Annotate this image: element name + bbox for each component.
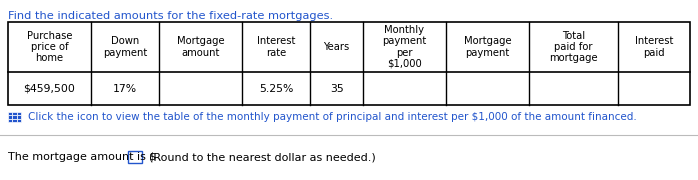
Bar	[13, 119, 17, 122]
Text: Total
paid for
mortgage: Total paid for mortgage	[549, 31, 597, 63]
Text: Find the indicated amounts for the fixed-rate mortgages.: Find the indicated amounts for the fixed…	[8, 11, 333, 21]
Bar	[13, 112, 17, 115]
Text: Purchase
price of
home: Purchase price of home	[27, 31, 72, 63]
Text: Mortgage
amount: Mortgage amount	[177, 36, 224, 58]
Bar	[8, 119, 13, 122]
Text: 5.25%: 5.25%	[259, 84, 293, 93]
Bar	[17, 115, 21, 119]
Text: 17%: 17%	[113, 84, 137, 93]
Text: 35: 35	[329, 84, 343, 93]
Text: Interest
paid: Interest paid	[634, 36, 673, 58]
Text: The mortgage amount is $: The mortgage amount is $	[8, 152, 156, 162]
Text: Years: Years	[323, 42, 350, 52]
Bar	[128, 151, 142, 163]
Text: Interest
rate: Interest rate	[257, 36, 295, 58]
Text: Mortgage
payment: Mortgage payment	[463, 36, 511, 58]
Text: $459,500: $459,500	[24, 84, 75, 93]
Bar	[13, 115, 17, 119]
Bar	[8, 112, 13, 115]
Text: (Round to the nearest dollar as needed.): (Round to the nearest dollar as needed.)	[149, 152, 376, 162]
Bar	[8, 115, 13, 119]
Bar	[17, 112, 21, 115]
Text: Monthly
payment
per
$1,000: Monthly payment per $1,000	[383, 25, 426, 69]
Text: Click the icon to view the table of the monthly payment of principal and interes: Click the icon to view the table of the …	[28, 112, 637, 122]
Bar	[17, 119, 21, 122]
Text: Down
payment: Down payment	[103, 36, 147, 58]
Bar	[8, 22, 690, 105]
